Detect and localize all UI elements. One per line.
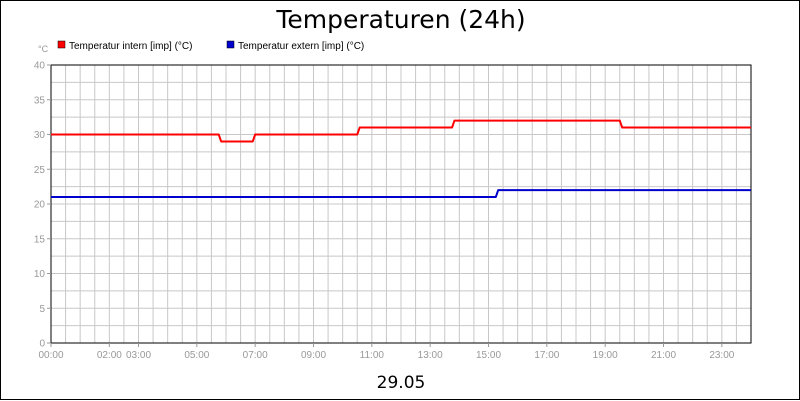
x-tick-label: 09:00 <box>301 350 326 361</box>
legend-label-2: Temperatur extern [imp] (°C) <box>238 41 364 52</box>
x-tick-label: 13:00 <box>418 350 443 361</box>
x-tick-label: 23:00 <box>709 350 734 361</box>
y-axis-unit: °C <box>38 44 49 54</box>
x-tick-label: 15:00 <box>476 350 501 361</box>
x-tick-label: 02:00 <box>97 350 122 361</box>
y-tick-label: 25 <box>34 165 46 176</box>
legend-label-1: Temperatur intern [imp] (°C) <box>69 41 192 52</box>
y-axis-ticks: 0 5 10 15 20 25 30 35 40 <box>34 61 51 350</box>
series-line-1 <box>51 119 751 143</box>
x-axis-ticks: 00:00 02:00 03:00 05:00 07:00 09:00 11:00 13:00… <box>38 343 735 361</box>
y-tick-label: 10 <box>34 269 46 280</box>
plot-area <box>50 64 752 344</box>
x-tick-label: 19:00 <box>593 350 618 361</box>
grid-lines <box>51 65 751 343</box>
series-layer <box>51 119 751 199</box>
y-tick-label: 40 <box>34 61 46 72</box>
y-tick-label: 20 <box>34 200 46 211</box>
legend-swatch-1 <box>57 40 66 49</box>
x-tick-label: 03:00 <box>126 350 151 361</box>
y-tick-label: 15 <box>34 234 46 245</box>
legend: Temperatur intern [imp] (°C) Temperatur e… <box>57 40 364 52</box>
x-tick-label: 05:00 <box>184 350 209 361</box>
x-tick-label: 07:00 <box>243 350 268 361</box>
legend-swatch-2 <box>226 40 235 49</box>
x-tick-label: 00:00 <box>38 350 63 361</box>
series-line-2 <box>51 189 751 199</box>
x-tick-label: 11:00 <box>360 350 385 361</box>
y-tick-label: 30 <box>34 130 46 141</box>
y-tick-label: 5 <box>39 304 45 315</box>
y-tick-label: 35 <box>34 95 46 106</box>
x-tick-label: 21:00 <box>651 350 676 361</box>
x-axis-date-label: 29.05 <box>377 373 426 393</box>
x-tick-label: 17:00 <box>534 350 559 361</box>
chart-title: Temperaturen (24h) <box>275 5 525 34</box>
y-tick-label: 0 <box>39 339 45 350</box>
